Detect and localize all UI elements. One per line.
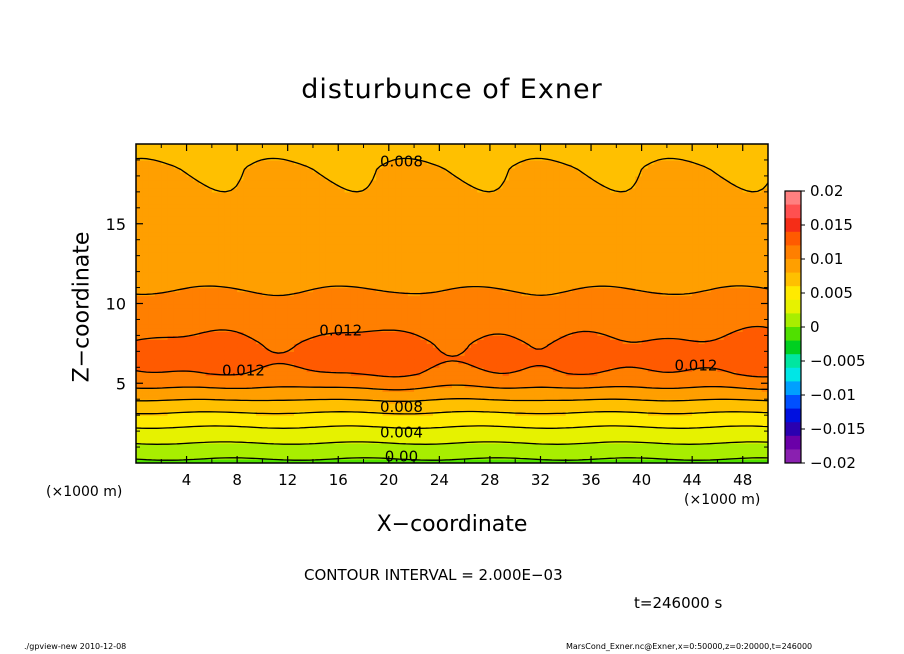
contour-line: [136, 410, 768, 415]
x-tick-label: 40: [632, 471, 651, 489]
colorbar-swatch: [785, 218, 801, 233]
colorbar-tick-label: 0.01: [810, 250, 843, 268]
contour-label: 0.008: [380, 398, 423, 416]
x-tick-label: 20: [379, 471, 398, 489]
colorbar-swatch: [785, 381, 801, 396]
colorbar-swatch: [785, 449, 801, 464]
contour-label: 0.00: [385, 448, 418, 466]
colorbar-swatch: [785, 259, 801, 274]
y-tick-label: 5: [116, 374, 126, 393]
contour-label: 0.012: [319, 322, 362, 340]
contour-labels: 0.008 0.012 0.012 0.012 0.008 0.004 0.00: [222, 153, 717, 466]
x-tick-label: 12: [278, 471, 297, 489]
x-unit-label-left: (×1000 m): [46, 484, 123, 500]
colorbar-tick-label: −0.015: [810, 420, 866, 438]
contour-line: [136, 425, 768, 429]
x-unit-label-right: (×1000 m): [684, 492, 761, 508]
x-tick-label: 32: [531, 471, 550, 489]
contour-line: [136, 441, 768, 445]
contour-label: 0.008: [380, 153, 423, 171]
colorbar-swatch: [785, 272, 801, 287]
colorbar-swatch: [785, 327, 801, 342]
colorbar-tick-label: 0.015: [810, 216, 853, 234]
colorbar-swatch: [785, 245, 801, 260]
colorbar-swatch: [785, 340, 801, 355]
y-ticks: 5 10 15: [106, 159, 768, 448]
footer-right: MarsCond_Exner.nc@Exner,x=0:50000,z=0:20…: [566, 642, 813, 651]
x-tick-label: 4: [182, 471, 192, 489]
colorbar-swatch: [785, 286, 801, 301]
colorbar-swatch: [785, 422, 801, 437]
x-axis-label: X−coordinate: [376, 512, 528, 537]
colorbar-swatch: [785, 395, 801, 410]
contour-lines: [136, 157, 768, 461]
contour-line: [136, 285, 768, 391]
colorbar-swatch: [785, 408, 801, 423]
x-tick-label: 44: [683, 471, 702, 489]
x-tick-label: 28: [480, 471, 499, 489]
y-tick-label: 15: [106, 215, 126, 234]
colorbar-tick-label: −0.02: [810, 454, 856, 472]
colorbar-swatch: [785, 367, 801, 382]
contour-line: [136, 325, 768, 378]
contour-line: [136, 157, 768, 402]
x-tick-label: 8: [232, 471, 242, 489]
colorbar-tick-label: −0.01: [810, 386, 856, 404]
colorbar-swatch: [785, 299, 801, 314]
x-tick-label: 24: [430, 471, 449, 489]
contour-label: 0.012: [674, 357, 717, 375]
y-tick-label: 10: [106, 295, 126, 314]
footer-left: ./gpview-new 2010-12-08: [24, 642, 127, 651]
contour-label: 0.012: [222, 361, 265, 379]
exner-field: [136, 144, 768, 463]
colorbar-tick-label: 0.005: [810, 284, 853, 302]
colorbar-tick-label: 0.02: [810, 182, 843, 200]
colorbar-tick-label: 0: [810, 318, 820, 336]
contour-label: 0.004: [380, 424, 423, 442]
colorbar-swatch: [785, 435, 801, 450]
chart-title: disturbunce of Exner: [301, 74, 603, 105]
x-tick-label: 16: [329, 471, 348, 489]
time-label: t=246000 s: [634, 594, 723, 612]
contour-interval-text: CONTOUR INTERVAL = 2.000E−03: [304, 566, 563, 584]
colorbar: 0.02 0.015 0.01 0.005 0 −0.005 −0.01 −0.015 −0.0…: [784, 182, 866, 472]
contour-line: [136, 457, 768, 461]
colorbar-swatch: [785, 354, 801, 369]
colorbar-tick-label: −0.005: [810, 352, 866, 370]
colorbar-swatch: [785, 231, 801, 246]
y-axis-label: Z−coordinate: [69, 231, 95, 383]
colorbar-swatch: [785, 313, 801, 328]
colorbar-swatch: [785, 191, 801, 206]
colorbar-swatch: [785, 204, 801, 219]
x-tick-label: 36: [581, 471, 600, 489]
x-ticks: 4 8 12 16 20 24 28 32 36 40 44 48: [160, 144, 752, 489]
x-tick-label: 48: [733, 471, 752, 489]
